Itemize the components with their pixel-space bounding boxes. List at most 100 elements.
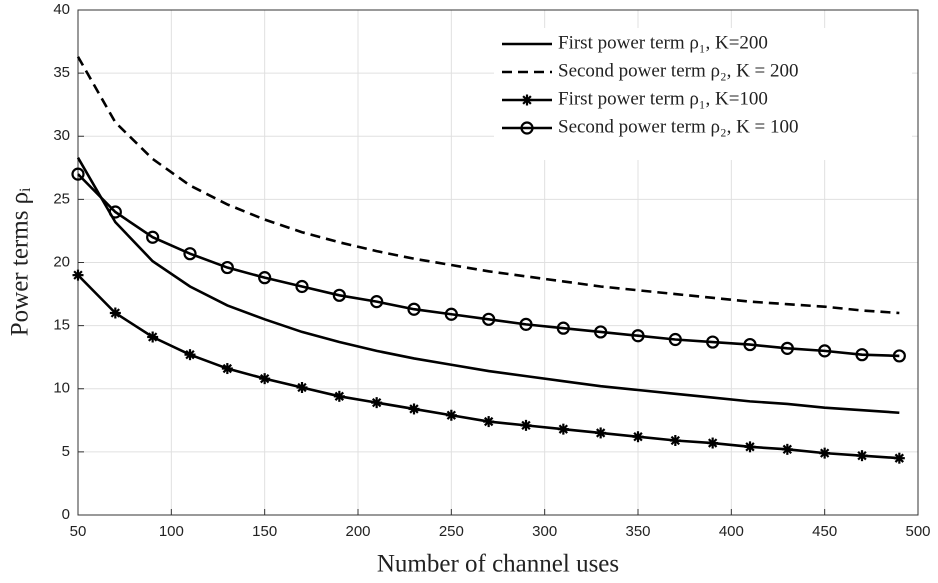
marker-stroke: [782, 444, 793, 455]
marker: [445, 409, 457, 421]
marker: [109, 307, 121, 319]
marker-stroke: [894, 453, 905, 463]
marker-stroke: [595, 428, 606, 438]
marker: [668, 332, 682, 347]
marker: [296, 381, 308, 393]
marker: [557, 423, 569, 435]
marker: [519, 317, 533, 331]
marker: [706, 335, 720, 349]
marker-stroke: [73, 270, 83, 280]
marker-stroke: [522, 95, 532, 105]
marker: [259, 373, 271, 385]
marker: [147, 331, 159, 343]
y-tick-label: 0: [62, 506, 70, 523]
marker-stroke: [147, 332, 158, 342]
marker-stroke: [857, 450, 867, 461]
marker-stroke: [185, 349, 195, 360]
marker: [482, 312, 496, 326]
x-tick-label: 150: [252, 523, 277, 540]
marker: [371, 397, 383, 409]
legend-label: First power term ρ₁, K=100: [558, 88, 768, 109]
marker-stroke: [633, 432, 643, 442]
x-axis-label: Number of channel uses: [377, 551, 619, 578]
marker: [520, 419, 532, 431]
marker: [521, 94, 533, 106]
legend-label: Second power term ρ₂, K = 200: [558, 60, 799, 81]
marker-stroke: [110, 308, 121, 318]
marker-stroke: [409, 404, 419, 414]
marker-stroke: [819, 448, 830, 458]
y-tick-label: 10: [53, 380, 70, 397]
x-tick-label: 400: [719, 523, 744, 540]
marker: [483, 416, 495, 428]
x-tick-label: 300: [532, 523, 557, 540]
x-tick-label: 500: [905, 523, 930, 540]
marker: [818, 344, 832, 358]
marker: [333, 390, 345, 402]
marker-stroke: [670, 435, 681, 446]
y-tick-label: 30: [53, 127, 70, 144]
y-tick-label: 20: [53, 253, 70, 270]
series-line: [76, 56, 900, 315]
marker: [108, 205, 122, 219]
x-tick-label: 50: [70, 523, 87, 540]
marker: [707, 437, 719, 449]
marker-stroke: [707, 438, 718, 448]
marker: [632, 431, 644, 443]
marker: [295, 279, 309, 294]
marker: [370, 295, 384, 309]
marker: [595, 427, 607, 439]
legend-box: [494, 28, 912, 160]
marker: [631, 329, 645, 343]
marker: [184, 349, 196, 361]
marker: [183, 247, 197, 261]
marker: [72, 269, 84, 281]
marker: [594, 325, 608, 339]
marker-stroke: [297, 382, 307, 393]
marker: [146, 230, 160, 244]
marker: [220, 260, 234, 275]
series-line: [76, 157, 900, 415]
marker: [556, 321, 570, 335]
x-tick-label: 200: [345, 523, 370, 540]
y-axis-label: Power terms ρᵢ: [7, 188, 34, 337]
x-tick-label: 100: [159, 523, 184, 540]
marker-stroke: [222, 363, 233, 374]
legend-label: Second power term ρ₂, K = 100: [558, 116, 799, 137]
marker-stroke: [521, 420, 531, 431]
marker-stroke: [483, 416, 494, 427]
marker: [893, 452, 905, 464]
marker: [856, 450, 868, 462]
marker: [780, 341, 794, 355]
plot-frame: [77, 9, 919, 516]
marker: [819, 447, 831, 459]
y-tick-label: 15: [53, 317, 70, 334]
y-tick-label: 40: [53, 1, 70, 18]
marker-stroke: [558, 424, 569, 434]
marker: [407, 302, 421, 316]
marker: [669, 435, 681, 447]
marker-stroke: [334, 391, 345, 401]
marker-stroke: [745, 442, 755, 452]
marker: [781, 443, 793, 455]
marker: [855, 348, 869, 362]
marker: [744, 441, 756, 453]
marker: [743, 337, 757, 352]
marker: [332, 288, 346, 302]
y-tick-label: 25: [53, 190, 70, 207]
marker: [520, 121, 534, 135]
marker: [892, 349, 906, 363]
series-line: [77, 173, 900, 358]
x-tick-label: 250: [439, 523, 464, 540]
marker-stroke: [259, 373, 270, 384]
y-tick-label: 5: [62, 443, 70, 460]
marker: [71, 167, 85, 181]
marker: [221, 363, 233, 375]
x-tick-label: 450: [812, 523, 837, 540]
marker: [258, 271, 272, 285]
legend-label: First power term ρ₁, K=200: [558, 32, 768, 53]
y-tick-label: 35: [53, 64, 70, 81]
x-tick-label: 350: [625, 523, 650, 540]
marker-stroke: [371, 397, 382, 408]
